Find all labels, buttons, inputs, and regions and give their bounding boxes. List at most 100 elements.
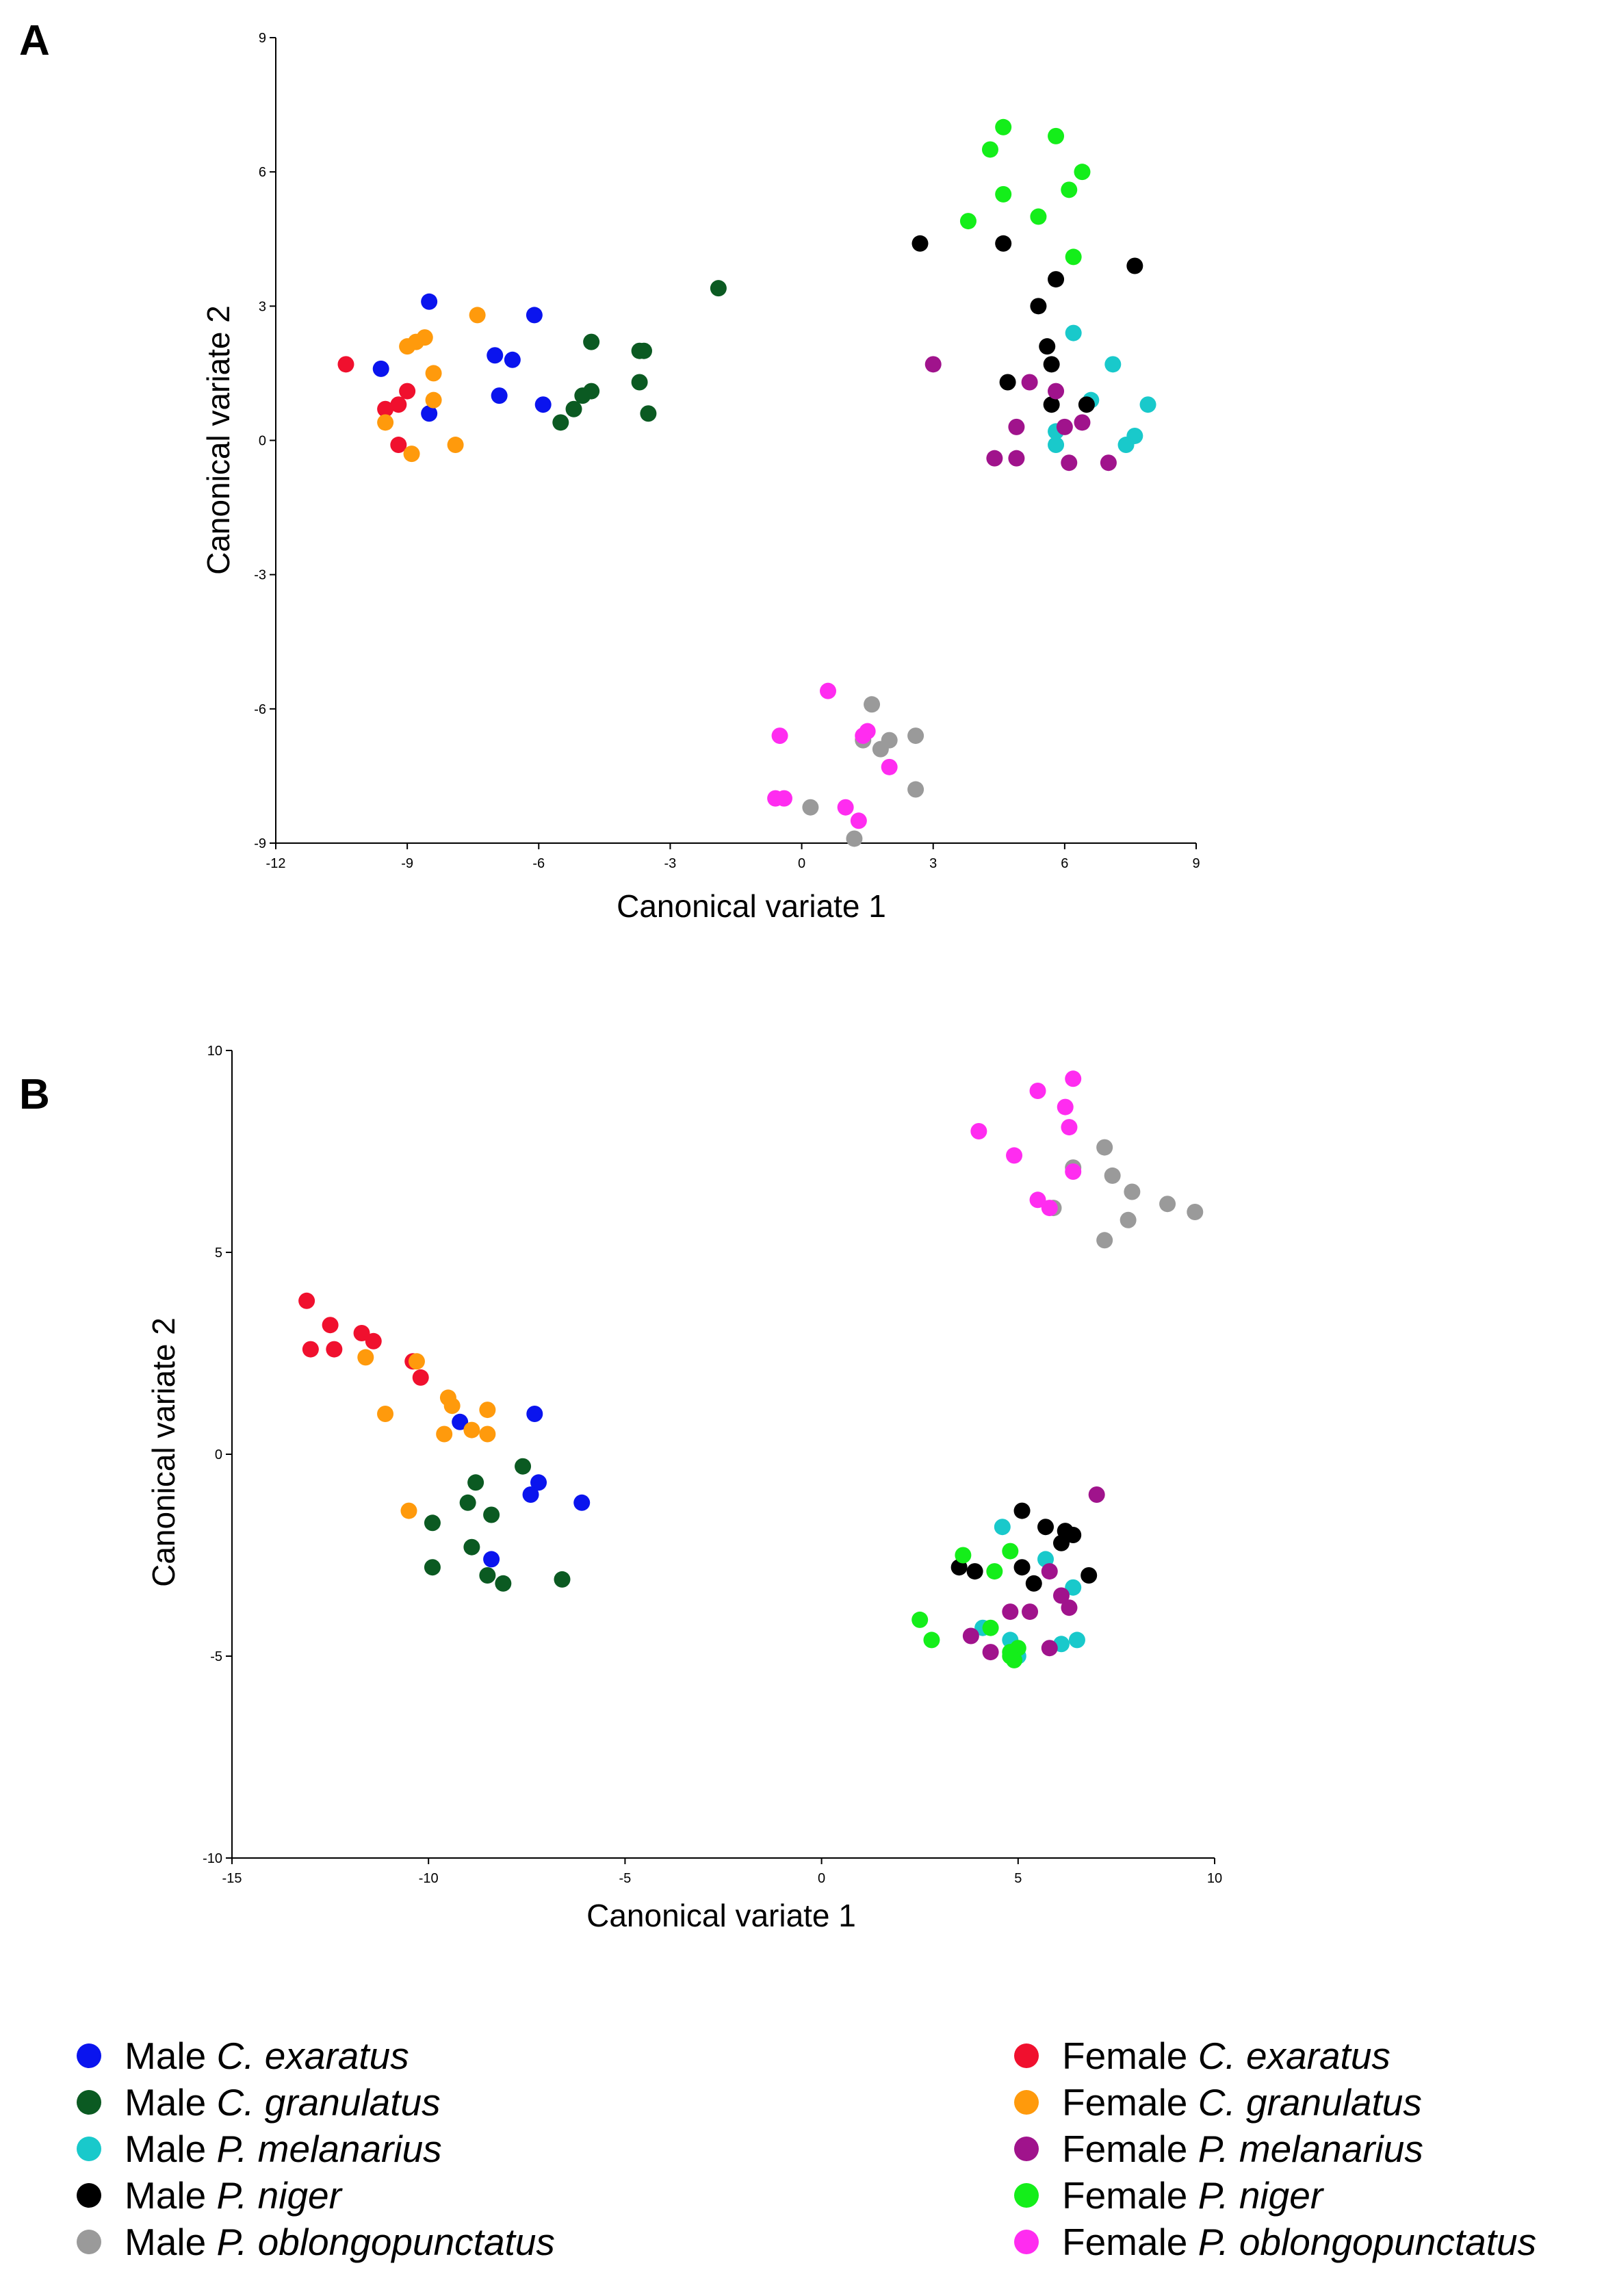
y-tick-label: -9 bbox=[254, 836, 266, 851]
data-point-fcg bbox=[443, 1397, 461, 1415]
data-point-mce bbox=[452, 1413, 469, 1430]
x-tick-label: -10 bbox=[419, 1871, 439, 1886]
data-point-mpo bbox=[907, 727, 924, 745]
legend-item-male-c-exaratus: Male C. exaratus bbox=[77, 2033, 555, 2079]
y-tick-label: -6 bbox=[254, 702, 266, 717]
data-point-fpm bbox=[962, 1627, 979, 1644]
data-point-mpn bbox=[966, 1563, 983, 1580]
data-point-fpn bbox=[981, 141, 998, 158]
x-tick-label: -5 bbox=[619, 1871, 632, 1886]
data-point-fpo bbox=[970, 1123, 987, 1139]
legend-sex-label: Male bbox=[125, 2128, 207, 2170]
y-tick-label: -3 bbox=[254, 568, 266, 583]
data-point-mcg bbox=[479, 1567, 496, 1584]
data-point-mcg bbox=[463, 1538, 480, 1556]
data-point-mpn bbox=[1037, 1519, 1055, 1536]
data-point-fpo bbox=[820, 682, 836, 699]
legend-swatch bbox=[77, 2183, 101, 2208]
legend-sex-label: Female bbox=[1062, 2221, 1188, 2263]
panel-b-label: B bbox=[19, 1071, 50, 1118]
legend-swatch bbox=[77, 2137, 101, 2161]
data-point-mce bbox=[372, 360, 389, 377]
data-point-fpo bbox=[881, 758, 898, 775]
data-point-mpn bbox=[1025, 1575, 1042, 1592]
data-point-mce bbox=[483, 1551, 500, 1568]
y-tick-label: -10 bbox=[203, 1851, 222, 1866]
data-point-mpn bbox=[995, 235, 1012, 252]
x-tick-label: -9 bbox=[401, 856, 413, 871]
legend-species-label: P. oblongopunctatus bbox=[216, 2221, 555, 2263]
legend-item-male-p-niger: Male P. niger bbox=[77, 2172, 555, 2219]
data-point-fce bbox=[399, 383, 416, 400]
data-point-mcg bbox=[640, 405, 657, 422]
data-point-fpn bbox=[1065, 248, 1082, 266]
data-point-mcg bbox=[424, 1514, 441, 1532]
x-tick-label: -6 bbox=[532, 856, 545, 871]
legend-item-female-c-granulatus: Female C. granulatus bbox=[1014, 2079, 1536, 2126]
data-point-fcg bbox=[400, 1502, 417, 1519]
data-point-fpn bbox=[959, 213, 976, 230]
data-point-fce bbox=[298, 1292, 315, 1309]
y-tick-label: 5 bbox=[215, 1246, 222, 1261]
panel-b-scatter: B Canonical variate 1 Canonical variate … bbox=[19, 1044, 1222, 1933]
x-tick-label: 9 bbox=[1192, 856, 1200, 871]
legend-swatch bbox=[1014, 2230, 1039, 2254]
legend-sex-label: Female bbox=[1062, 2081, 1188, 2124]
data-point-mpo bbox=[1104, 1167, 1121, 1184]
data-point-fce bbox=[377, 400, 394, 417]
data-point-mpn bbox=[1081, 1567, 1098, 1584]
legend-species-label: P. niger bbox=[1198, 2174, 1323, 2217]
data-point-fpm bbox=[1061, 1599, 1078, 1616]
data-point-fce bbox=[302, 1341, 319, 1358]
data-point-fpm bbox=[1052, 1587, 1070, 1604]
data-point-mpm bbox=[1048, 437, 1065, 454]
data-point-mpm bbox=[1065, 324, 1082, 341]
y-tick-label: 6 bbox=[259, 165, 266, 180]
data-point-fcg bbox=[463, 1421, 480, 1439]
data-point-fpo bbox=[1065, 1070, 1082, 1087]
panel-a-y-axis-title: Canonical variate 2 bbox=[200, 305, 236, 575]
y-tick-label: 0 bbox=[215, 1447, 222, 1462]
panel-b-y-axis-title: Canonical variate 2 bbox=[146, 1317, 181, 1587]
data-point-fpn bbox=[1030, 208, 1047, 225]
data-point-mpm bbox=[1065, 1579, 1082, 1596]
data-point-fpm bbox=[1002, 1603, 1019, 1621]
data-point-fcg bbox=[416, 329, 433, 346]
legend-sex-label: Female bbox=[1062, 2174, 1188, 2217]
data-point-mcg bbox=[459, 1494, 476, 1511]
data-point-fpo bbox=[1057, 1098, 1074, 1115]
legend-item-male-c-granulatus: Male C. granulatus bbox=[77, 2079, 555, 2126]
data-point-fpo bbox=[1006, 1147, 1023, 1164]
data-point-fpm bbox=[1008, 418, 1025, 435]
data-point-mce bbox=[534, 396, 552, 413]
x-tick-label: -15 bbox=[222, 1871, 242, 1886]
data-point-mce bbox=[530, 1474, 547, 1491]
data-point-mce bbox=[526, 1406, 543, 1422]
data-point-fcg bbox=[408, 1353, 425, 1370]
legend-swatch bbox=[1014, 2137, 1039, 2161]
data-point-fpm bbox=[1008, 450, 1025, 467]
data-point-fpo bbox=[1029, 1083, 1046, 1099]
legend-species-label: C. granulatus bbox=[1198, 2081, 1422, 2124]
data-point-mce bbox=[504, 351, 521, 368]
data-point-mpo bbox=[846, 830, 863, 847]
data-point-fpn bbox=[986, 1563, 1003, 1580]
data-point-fce bbox=[412, 1369, 429, 1386]
data-point-fpm bbox=[1041, 1563, 1058, 1580]
legend-species-label: P. melanarius bbox=[1198, 2128, 1423, 2170]
data-point-mcg bbox=[467, 1474, 484, 1491]
data-point-mpn bbox=[1043, 396, 1060, 413]
y-tick-label: 10 bbox=[207, 1044, 222, 1059]
data-point-fpo bbox=[1065, 1163, 1082, 1180]
data-point-fpm bbox=[924, 356, 942, 373]
data-point-mpn bbox=[1013, 1502, 1031, 1519]
legend-species-label: C. granulatus bbox=[216, 2081, 441, 2124]
data-point-mpo bbox=[1096, 1139, 1113, 1156]
data-point-fpm bbox=[1056, 418, 1073, 435]
legend-column-male: Male C. exaratus Male C. granulatus Male… bbox=[77, 2033, 555, 2265]
data-point-mpo bbox=[1187, 1204, 1204, 1220]
data-point-mpn bbox=[1126, 257, 1143, 274]
legend-column-female: Female C. exaratus Female C. granulatus … bbox=[1014, 2033, 1536, 2265]
data-point-fpo bbox=[850, 812, 867, 829]
data-point-mpn bbox=[1013, 1559, 1031, 1576]
